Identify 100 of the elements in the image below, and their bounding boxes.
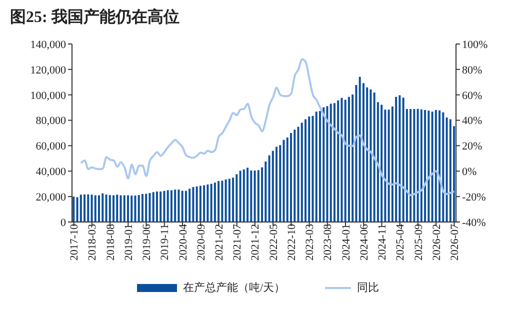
bar — [438, 110, 441, 222]
bar — [398, 95, 401, 222]
bar — [199, 186, 202, 222]
bar — [257, 170, 260, 222]
bar — [279, 145, 282, 222]
bar — [102, 193, 104, 222]
chart-title: 图25: 我国产能仍在高位 — [9, 8, 180, 28]
bar — [141, 194, 144, 222]
bar — [112, 195, 114, 222]
bar — [300, 122, 303, 222]
bar — [242, 169, 245, 222]
bar — [130, 196, 133, 222]
bar — [395, 96, 398, 222]
y2-tick-label: 20% — [462, 140, 482, 153]
x-tick-label: 2023-08 — [322, 224, 334, 261]
bar — [312, 116, 314, 222]
x-tick-label: 2022-05 — [268, 224, 280, 261]
bar — [322, 107, 325, 222]
bar — [428, 110, 430, 222]
x-tick-label: 2022-10 — [286, 224, 298, 261]
bar — [370, 89, 372, 222]
x-tick-label: 2026-07 — [449, 224, 461, 261]
bar — [410, 108, 412, 222]
bar — [286, 137, 288, 222]
y2-tick-label: 100% — [462, 38, 488, 51]
bar — [196, 186, 198, 222]
bar — [178, 190, 180, 222]
y-tick-label: 0 — [60, 216, 66, 229]
bar — [250, 170, 252, 222]
y2-tick-label: 60% — [462, 90, 482, 102]
bar — [192, 187, 194, 222]
bar — [290, 133, 292, 222]
x-tick-label: 2020-04 — [177, 224, 190, 261]
y2-tick-label: 40% — [462, 115, 482, 128]
x-tick-label: 2026-02 — [430, 224, 443, 261]
y2-tick-label: -40% — [462, 216, 486, 229]
bar — [232, 178, 234, 222]
bar — [416, 108, 419, 222]
bar — [170, 190, 172, 222]
x-tick-label: 2024-11 — [376, 224, 389, 260]
bar — [148, 193, 151, 222]
y-tick-label: 60,000 — [36, 140, 66, 153]
bar — [344, 100, 346, 222]
bar — [264, 161, 267, 222]
x-tick-label: 2018-03 — [86, 224, 99, 261]
bar — [134, 196, 136, 222]
x-tick-label: 2019-11 — [159, 224, 172, 260]
bar — [80, 194, 82, 222]
bar — [239, 170, 242, 222]
bar — [358, 76, 361, 222]
bar — [340, 98, 343, 222]
bar — [333, 103, 336, 222]
bar — [355, 84, 358, 222]
bar — [181, 190, 184, 222]
bar — [276, 146, 278, 222]
bar — [236, 174, 238, 222]
bar — [228, 178, 230, 222]
bar — [442, 112, 444, 222]
bar — [304, 119, 306, 222]
bar — [123, 195, 126, 222]
bar — [72, 196, 75, 222]
bar — [84, 194, 86, 222]
bar — [224, 179, 227, 222]
bar — [282, 140, 285, 222]
bar — [446, 117, 448, 222]
y2-tick-label: 80% — [462, 64, 482, 76]
x-tick-label: 2017-10 — [68, 224, 81, 261]
bar — [373, 92, 376, 222]
bar — [174, 190, 176, 222]
bar — [90, 194, 93, 222]
x-tick-label: 2023-03 — [304, 224, 316, 261]
y-tick-label: 80,000 — [36, 115, 66, 128]
bar — [388, 110, 390, 222]
y-tick-label: 120,000 — [30, 64, 66, 76]
bar — [120, 195, 122, 222]
x-tick-label: 2021-07 — [232, 224, 244, 261]
bar — [380, 104, 383, 222]
bar — [272, 150, 274, 222]
bar — [424, 110, 426, 222]
bar — [218, 181, 220, 222]
x-tick-label: 2020-09 — [195, 224, 208, 261]
bar — [449, 119, 452, 222]
bar — [76, 197, 78, 222]
bar — [308, 116, 310, 222]
bar — [210, 184, 212, 222]
bar — [315, 112, 318, 222]
bar — [160, 191, 162, 222]
bar — [326, 106, 328, 222]
bar — [366, 87, 368, 222]
bar — [203, 185, 206, 222]
bar — [254, 170, 256, 222]
bar — [348, 96, 350, 222]
bar — [152, 192, 154, 222]
line-series — [80, 58, 456, 196]
bar — [413, 108, 416, 222]
x-tick-label: 2025-04 — [394, 224, 407, 261]
y-tick-label: 20,000 — [36, 191, 66, 204]
legend-label: 同比 — [356, 281, 380, 295]
x-tick-label: 2025-09 — [412, 224, 425, 261]
bar — [420, 109, 422, 222]
